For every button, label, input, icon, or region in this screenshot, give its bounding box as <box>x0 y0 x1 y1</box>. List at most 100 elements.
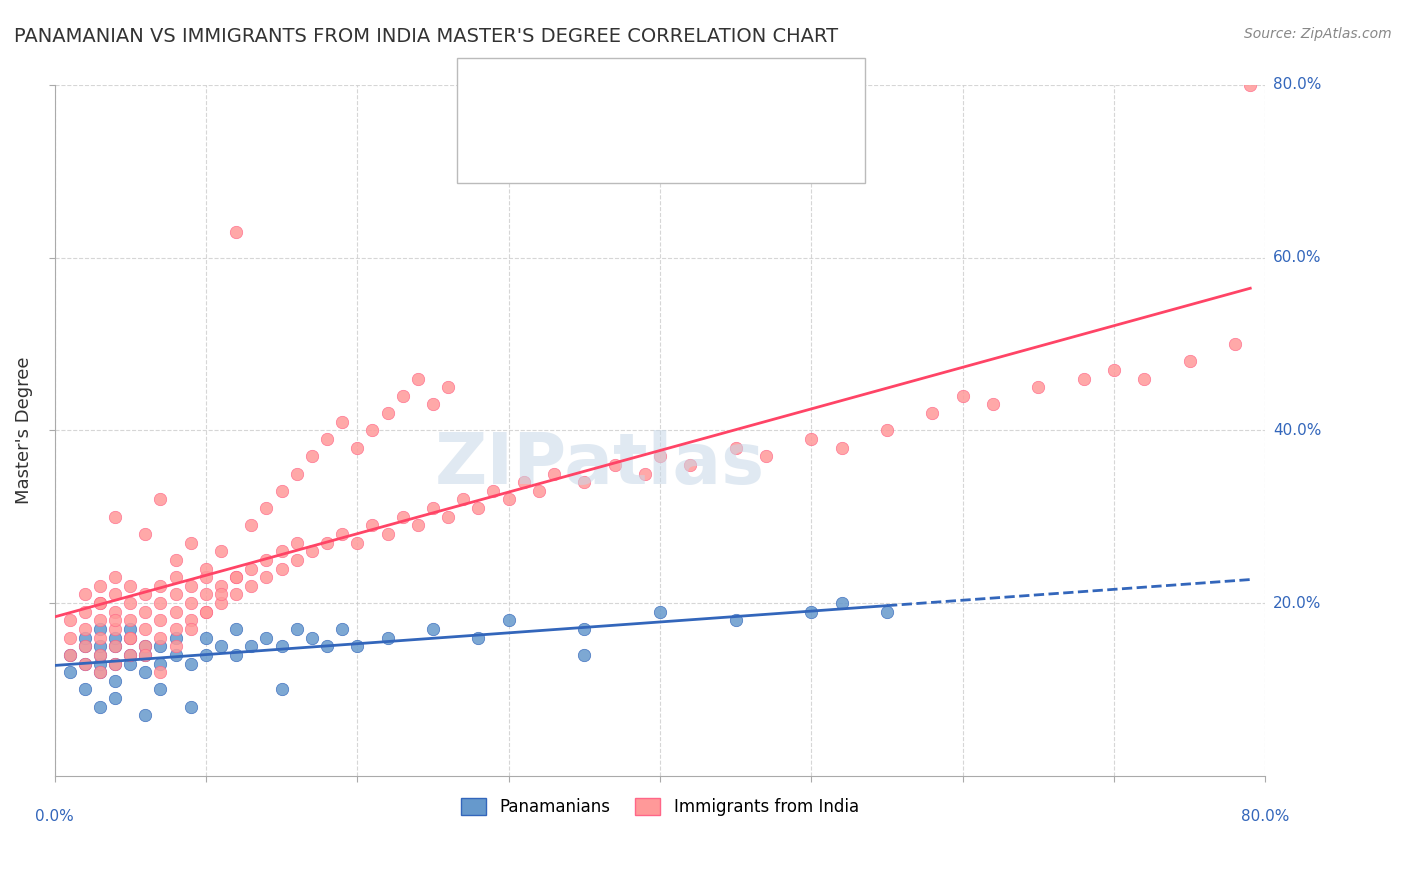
Point <box>377 527 399 541</box>
Point <box>240 518 263 533</box>
Point <box>270 561 292 575</box>
Point <box>149 596 172 610</box>
Point <box>134 640 156 654</box>
Point <box>574 648 596 662</box>
Point <box>679 458 702 472</box>
Point <box>240 640 263 654</box>
Point <box>73 657 96 671</box>
Point <box>285 622 308 636</box>
Point <box>406 371 429 385</box>
Point <box>254 631 277 645</box>
Point <box>104 691 127 706</box>
Point <box>149 579 172 593</box>
Point <box>437 380 460 394</box>
Point <box>346 441 368 455</box>
Point <box>89 665 111 680</box>
Point <box>149 640 172 654</box>
Point <box>180 657 202 671</box>
Point <box>194 605 217 619</box>
Point <box>301 544 323 558</box>
Point <box>225 648 247 662</box>
Text: 80.0%: 80.0% <box>1241 809 1289 823</box>
Point <box>543 467 565 481</box>
Point <box>285 553 308 567</box>
Point <box>513 475 536 490</box>
Point <box>952 389 974 403</box>
Point <box>391 509 413 524</box>
Point <box>165 553 187 567</box>
Point <box>301 631 323 645</box>
Point <box>104 673 127 688</box>
Point <box>104 657 127 671</box>
Point <box>59 648 82 662</box>
Point <box>648 450 671 464</box>
Point <box>120 657 142 671</box>
Point <box>165 587 187 601</box>
Point <box>104 509 127 524</box>
Point <box>194 561 217 575</box>
Point <box>120 579 142 593</box>
Point <box>301 450 323 464</box>
Point <box>120 648 142 662</box>
Point <box>180 579 202 593</box>
Point <box>270 483 292 498</box>
Point <box>104 657 127 671</box>
Point <box>254 553 277 567</box>
Point <box>89 631 111 645</box>
Point <box>1133 371 1156 385</box>
Point <box>981 397 1004 411</box>
Point <box>180 699 202 714</box>
Point <box>120 631 142 645</box>
Point <box>225 225 247 239</box>
Point <box>180 614 202 628</box>
Point <box>180 622 202 636</box>
Text: 40.0%: 40.0% <box>1272 423 1322 438</box>
Point <box>377 406 399 420</box>
Y-axis label: Master's Degree: Master's Degree <box>15 357 32 504</box>
Point <box>755 450 778 464</box>
Point <box>574 475 596 490</box>
Text: 60.0%: 60.0% <box>1272 250 1322 265</box>
Point <box>648 605 671 619</box>
Point <box>134 708 156 723</box>
Point <box>120 631 142 645</box>
Text: ZIPatlas: ZIPatlas <box>434 431 765 500</box>
Point <box>225 622 247 636</box>
Point <box>254 570 277 584</box>
Point <box>120 614 142 628</box>
Point <box>120 648 142 662</box>
Point <box>104 640 127 654</box>
Point <box>89 596 111 610</box>
Text: 0.0%: 0.0% <box>35 809 75 823</box>
Point <box>270 682 292 697</box>
Point <box>120 622 142 636</box>
Point <box>104 614 127 628</box>
Point <box>149 682 172 697</box>
Point <box>451 492 474 507</box>
Point <box>831 596 853 610</box>
Point <box>73 640 96 654</box>
Point <box>406 518 429 533</box>
Point <box>209 640 232 654</box>
Point <box>104 622 127 636</box>
Point <box>165 640 187 654</box>
Point <box>498 614 520 628</box>
Point <box>149 657 172 671</box>
Point <box>180 596 202 610</box>
Point <box>104 605 127 619</box>
Point <box>724 441 747 455</box>
Point <box>361 518 384 533</box>
Point <box>134 640 156 654</box>
Point <box>194 631 217 645</box>
Point <box>89 622 111 636</box>
Point <box>73 640 96 654</box>
Point <box>285 467 308 481</box>
Point <box>254 501 277 516</box>
Point <box>361 424 384 438</box>
Point <box>120 631 142 645</box>
Point <box>120 596 142 610</box>
Point <box>209 587 232 601</box>
Point <box>1102 363 1125 377</box>
Point <box>225 570 247 584</box>
Point <box>346 640 368 654</box>
